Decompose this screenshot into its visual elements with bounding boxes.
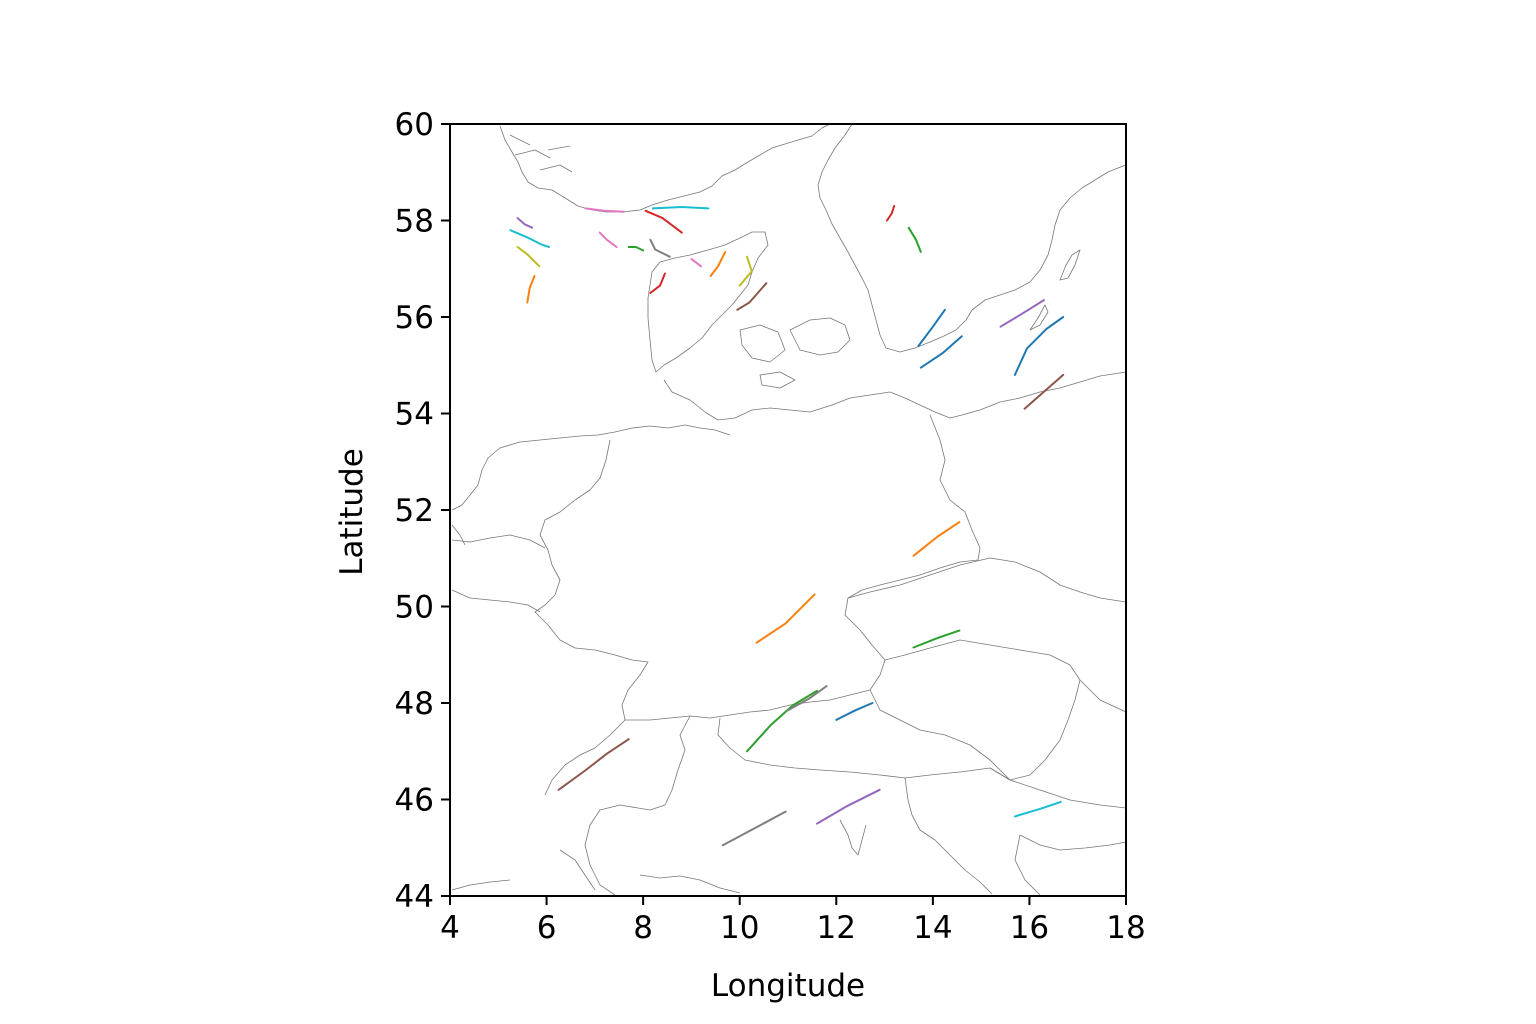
track-line: [644, 209, 683, 234]
y-tick-label: 44: [395, 879, 434, 915]
track-line: [1013, 316, 1065, 376]
x-tick-label: 12: [817, 910, 856, 946]
track-line: [509, 229, 550, 248]
y-tick-label: 58: [395, 204, 434, 240]
y-tick-label: 52: [395, 493, 434, 529]
tracks-layer: [509, 205, 1065, 847]
x-tick-label: 4: [440, 910, 460, 946]
track-line: [721, 810, 787, 847]
track-line: [627, 246, 645, 252]
track-line: [787, 685, 828, 712]
y-tick-label: 46: [395, 783, 434, 819]
track-line: [649, 272, 666, 294]
track-line: [651, 206, 710, 210]
track-line: [835, 702, 874, 721]
track-line: [649, 238, 671, 258]
track-line: [516, 217, 534, 229]
track-line: [755, 593, 816, 644]
track-line: [886, 205, 896, 222]
track-line: [746, 689, 818, 753]
y-axis: 44 46 48 50 52 54 56 58 60: [395, 107, 450, 915]
x-tick-label: 6: [537, 910, 557, 946]
track-line: [690, 258, 703, 268]
y-tick-label: 50: [395, 590, 434, 626]
y-tick-label: 54: [395, 397, 434, 433]
track-line: [598, 231, 618, 248]
y-tick-label: 56: [395, 300, 434, 336]
x-tick-label: 14: [913, 910, 952, 946]
track-line: [919, 335, 963, 369]
y-tick-label: 60: [395, 107, 434, 143]
track-line: [557, 738, 630, 791]
x-axis-label: Longitude: [711, 968, 865, 1004]
x-tick-label: 10: [720, 910, 759, 946]
track-line: [912, 629, 961, 649]
y-axis-label: Latitude: [334, 448, 370, 576]
track-line: [912, 521, 961, 557]
track-line: [709, 250, 727, 277]
track-line: [816, 788, 881, 825]
y-tick-label: 48: [395, 686, 434, 722]
x-tick-label: 16: [1010, 910, 1049, 946]
basemap: [451, 124, 1126, 896]
track-line: [526, 275, 536, 304]
track-line: [917, 308, 946, 347]
plot-frame: [449, 123, 1127, 897]
track-line: [1013, 800, 1062, 818]
x-tick-label: 8: [633, 910, 653, 946]
x-axis: 4 6 8 10 12 14 16 18: [440, 896, 1146, 946]
track-line: [584, 207, 625, 213]
track-line: [999, 299, 1045, 328]
track-line: [516, 246, 541, 268]
track-line: [738, 255, 753, 287]
track-line: [907, 226, 922, 253]
x-tick-label: 18: [1106, 910, 1145, 946]
track-line: [736, 282, 768, 311]
track-line: [1023, 373, 1065, 410]
